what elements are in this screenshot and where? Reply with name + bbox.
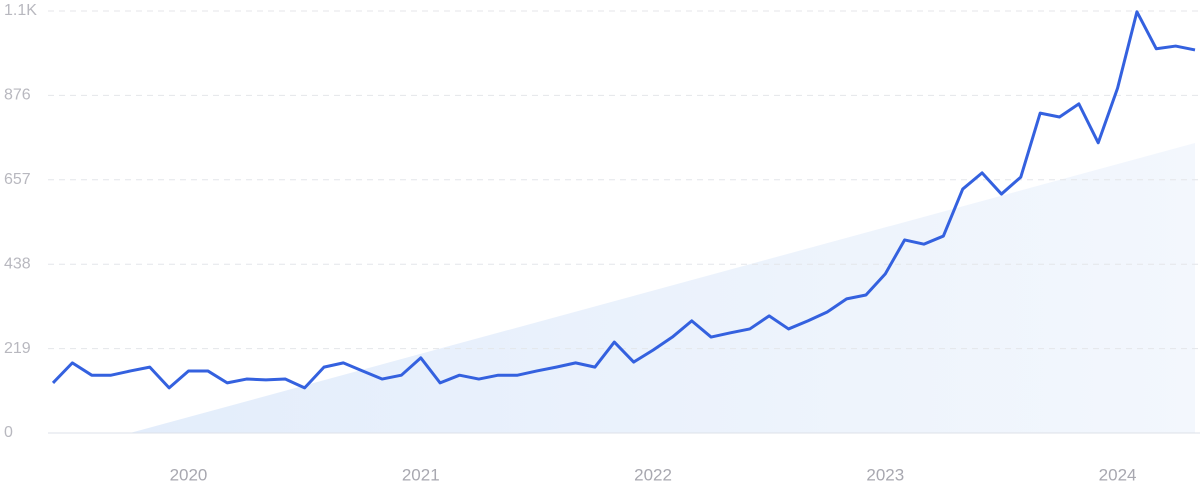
y-tick-label: 0: [4, 424, 13, 441]
x-tick-label: 2023: [866, 465, 904, 484]
y-tick-label: 438: [4, 255, 31, 272]
y-tick-label: 1.1K: [4, 2, 37, 19]
x-tick-label: 2024: [1099, 465, 1137, 484]
x-tick-label: 2022: [634, 465, 672, 484]
x-tick-label: 2021: [402, 465, 440, 484]
y-tick-label: 657: [4, 171, 31, 188]
data-line: [51, 10, 1196, 390]
y-tick-label: 219: [4, 340, 31, 357]
x-tick-label: 2020: [170, 465, 208, 484]
trend-area: [130, 143, 1195, 433]
y-tick-label: 876: [4, 87, 31, 104]
